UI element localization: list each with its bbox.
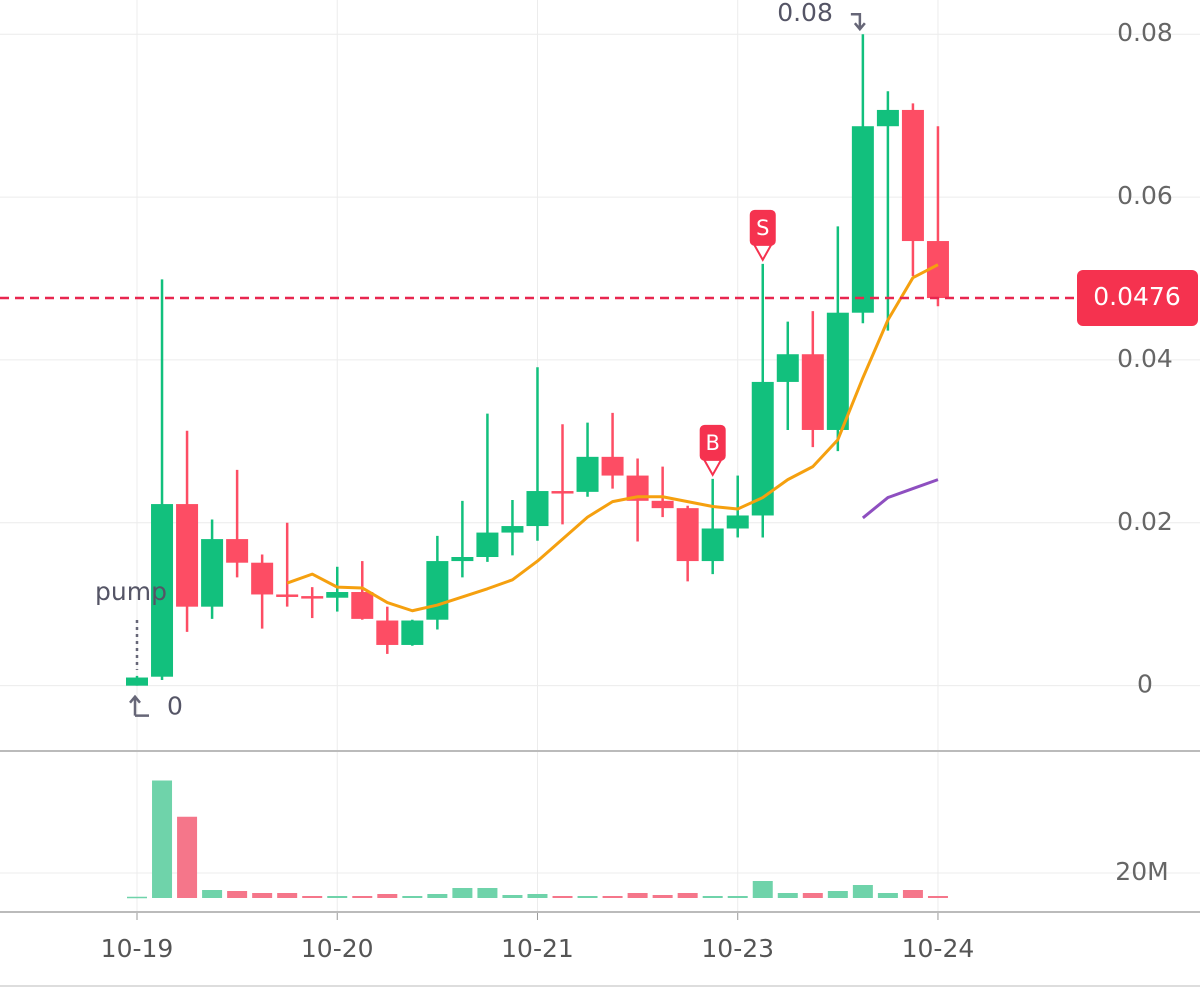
- candle-body: [476, 532, 499, 558]
- note-label: pump: [95, 577, 167, 606]
- volume-bar: [577, 896, 598, 898]
- volume-bar: [752, 881, 773, 898]
- y-tick-label: 0.06: [1117, 181, 1173, 210]
- y-tick-label: 20M: [1115, 857, 1168, 886]
- y-tick-label: 0.02: [1117, 507, 1173, 536]
- candle-body: [276, 594, 299, 597]
- y-tick-label: 0: [1137, 670, 1153, 699]
- volume-bar: [352, 896, 373, 898]
- volume-bar: [127, 896, 147, 899]
- candle-body: [176, 504, 199, 607]
- volume-bar: [877, 893, 898, 898]
- candle-body: [576, 456, 599, 492]
- volume-bar: [252, 893, 273, 898]
- candle-body: [326, 592, 349, 598]
- signal-label: B: [705, 431, 719, 455]
- volume-bar: [527, 894, 548, 898]
- candle-body: [801, 354, 824, 430]
- candle-body: [426, 561, 449, 620]
- candle-body: [501, 526, 524, 533]
- volume-bar: [202, 890, 223, 898]
- candle-body: [726, 515, 749, 529]
- candle-body: [651, 500, 674, 509]
- volume-bar: [902, 890, 923, 898]
- volume-bar: [177, 816, 198, 898]
- volume-bar: [827, 891, 848, 898]
- candle-body: [701, 528, 724, 562]
- volume-bar: [627, 893, 648, 898]
- candle-body: [551, 491, 574, 494]
- volume-bar: [727, 896, 748, 898]
- volume-bar: [552, 896, 573, 898]
- volume-bar: [402, 896, 423, 898]
- candle-body: [301, 596, 324, 599]
- candle-body: [251, 562, 274, 595]
- candle-body: [751, 381, 774, 516]
- volume-bar: [427, 894, 448, 898]
- candle-body: [226, 539, 249, 563]
- candle-body: [826, 312, 849, 430]
- volume-bar: [377, 894, 398, 898]
- volume-bar: [677, 893, 698, 898]
- volume-bar: [602, 896, 623, 898]
- volume-bar: [702, 896, 723, 898]
- signal-label: S: [756, 216, 769, 240]
- x-tick-label: 10-19: [101, 934, 174, 963]
- high-marker-label: 0.08: [777, 0, 833, 27]
- signal-badge: [699, 424, 726, 461]
- candle-body: [626, 475, 649, 501]
- last-price-badge: [1077, 270, 1198, 327]
- candle-body: [401, 620, 424, 645]
- volume-bar: [227, 891, 248, 898]
- y-tick-label: 0.08: [1117, 18, 1173, 47]
- candle-body: [851, 126, 874, 313]
- candle-body: [776, 354, 799, 382]
- candle-body: [201, 539, 224, 607]
- volume-bar: [452, 888, 473, 898]
- candle-body: [876, 109, 899, 127]
- candle-body: [376, 620, 399, 645]
- candle-body: [351, 592, 374, 619]
- volume-bar: [652, 895, 673, 898]
- volume-bar: [152, 780, 173, 898]
- x-tick-label: 10-20: [301, 934, 374, 963]
- volume-bar: [802, 893, 823, 898]
- volume-bar: [477, 888, 498, 898]
- volume-bar: [327, 896, 348, 898]
- x-tick-label: 10-23: [701, 934, 774, 963]
- volume-bar: [502, 895, 523, 898]
- volume-bar: [302, 896, 323, 898]
- signal-badge: [749, 209, 776, 246]
- x-tick-label: 10-21: [501, 934, 574, 963]
- x-tick-label: 10-24: [902, 934, 975, 963]
- low-marker-label: 0: [167, 692, 183, 721]
- candle-body: [451, 557, 474, 562]
- candle-body: [926, 241, 949, 299]
- volume-bar: [927, 896, 948, 898]
- candle-body: [901, 109, 924, 242]
- volume-bar: [277, 893, 298, 898]
- candle-body: [126, 677, 148, 686]
- candle-body: [601, 456, 624, 476]
- high-marker-arrow: [850, 12, 866, 32]
- moving-average-line: [861, 478, 939, 520]
- y-tick-label: 0.04: [1117, 344, 1173, 373]
- moving-average-line: [286, 263, 939, 613]
- candle-body: [151, 504, 174, 677]
- last-price-label: 0.0476: [1093, 282, 1180, 311]
- volume-bar: [777, 893, 798, 898]
- low-marker-arrow: [129, 694, 149, 717]
- candle-body: [676, 508, 699, 562]
- candle-body: [526, 491, 549, 527]
- volume-bar: [852, 885, 873, 898]
